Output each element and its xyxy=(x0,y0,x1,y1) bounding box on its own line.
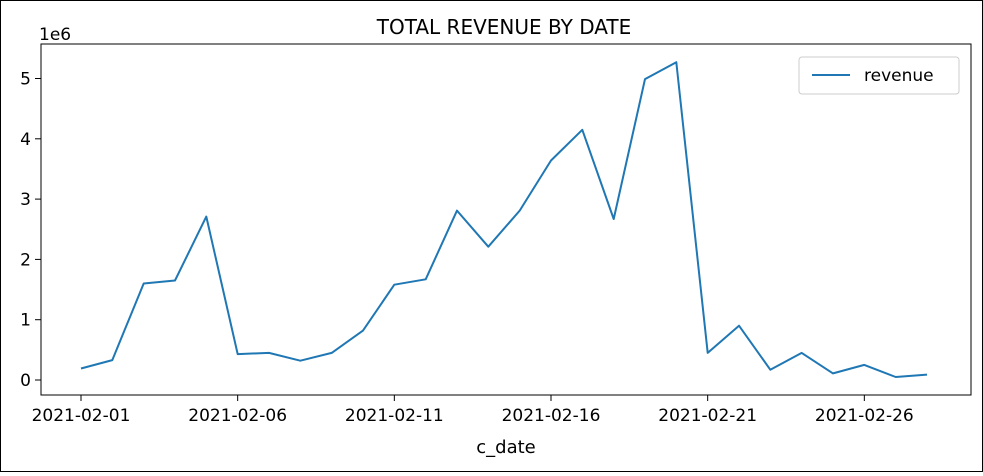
legend: revenue xyxy=(799,57,959,94)
y-tick-label: 1 xyxy=(20,311,31,331)
x-tick-label: 2021-02-16 xyxy=(502,406,601,426)
x-tick-label: 2021-02-11 xyxy=(345,406,444,426)
series-line-revenue xyxy=(81,62,927,377)
series-group xyxy=(81,62,927,377)
plot-area xyxy=(41,44,971,395)
y-tick-label: 5 xyxy=(20,70,31,90)
y-offset-label: 1e6 xyxy=(39,25,71,45)
x-tick-label: 2021-02-01 xyxy=(32,406,131,426)
x-tick-label: 2021-02-26 xyxy=(815,406,914,426)
y-tick-label: 2 xyxy=(20,250,31,270)
y-tick-label: 4 xyxy=(20,130,31,150)
y-tick-label: 0 xyxy=(20,371,31,391)
x-tick-label: 2021-02-21 xyxy=(658,406,757,426)
legend-label: revenue xyxy=(864,66,934,86)
y-axis: 0 1 2 3 4 5 xyxy=(20,70,41,392)
y-tick-label: 3 xyxy=(20,190,31,210)
x-axis-label: c_date xyxy=(476,437,535,458)
x-axis: 2021-02-01 2021-02-06 2021-02-11 2021-02-16… xyxy=(32,395,914,426)
x-tick-label: 2021-02-06 xyxy=(188,406,287,426)
chart-title: TOTAL REVENUE BY DATE xyxy=(376,15,631,39)
